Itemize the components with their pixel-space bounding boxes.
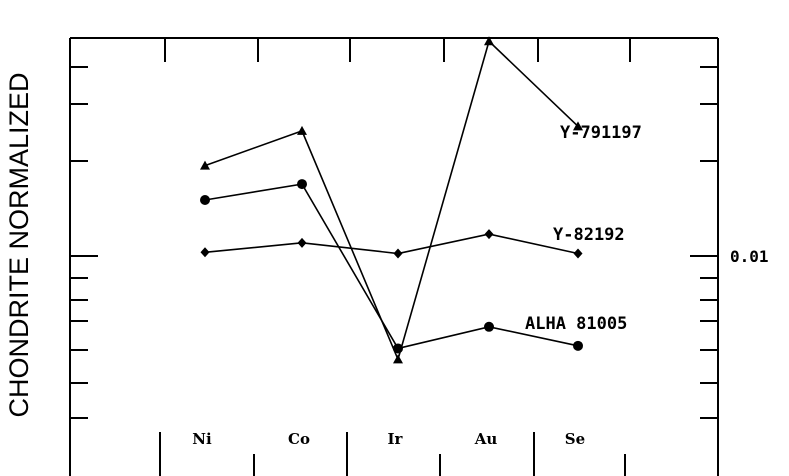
right-tick-label: 0.01 — [730, 247, 769, 266]
series-group — [200, 36, 583, 364]
series-line — [204, 183, 579, 350]
data-point-circle — [573, 340, 583, 351]
y-axis-label: CHONDRITE NORMALIZED — [4, 72, 34, 417]
data-point-diamond — [573, 248, 583, 259]
category-label: Ni — [192, 430, 212, 448]
data-point-circle — [200, 194, 210, 205]
data-point-circle — [393, 343, 403, 354]
data-point-diamond — [200, 247, 210, 258]
category-label: Au — [474, 430, 498, 448]
data-point-circle — [297, 179, 307, 190]
data-point-triangle — [393, 354, 403, 364]
plot-frame — [69, 37, 719, 476]
category-label: Ir — [388, 430, 404, 448]
data-point-circle — [484, 321, 494, 332]
data-point-triangle — [200, 160, 210, 170]
data-point-diamond — [484, 229, 494, 240]
axis-ticks — [70, 38, 718, 476]
series-label: Y-82192 — [553, 225, 625, 245]
category-label: Co — [288, 430, 310, 448]
series-line — [204, 39, 579, 362]
data-point-triangle — [297, 125, 307, 135]
category-label: Se — [565, 430, 585, 448]
data-point-triangle — [484, 36, 494, 46]
series-line — [204, 233, 579, 255]
data-point-diamond — [393, 248, 403, 259]
data-point-diamond — [297, 237, 307, 248]
labels-group: Ni Co Ir Au Se Y-791197 Y-82192 ALHA 81005 — [192, 123, 642, 448]
data-point-triangle — [573, 121, 583, 131]
series-label: Y-791197 — [560, 123, 642, 143]
series-label: ALHA 81005 — [525, 314, 627, 334]
